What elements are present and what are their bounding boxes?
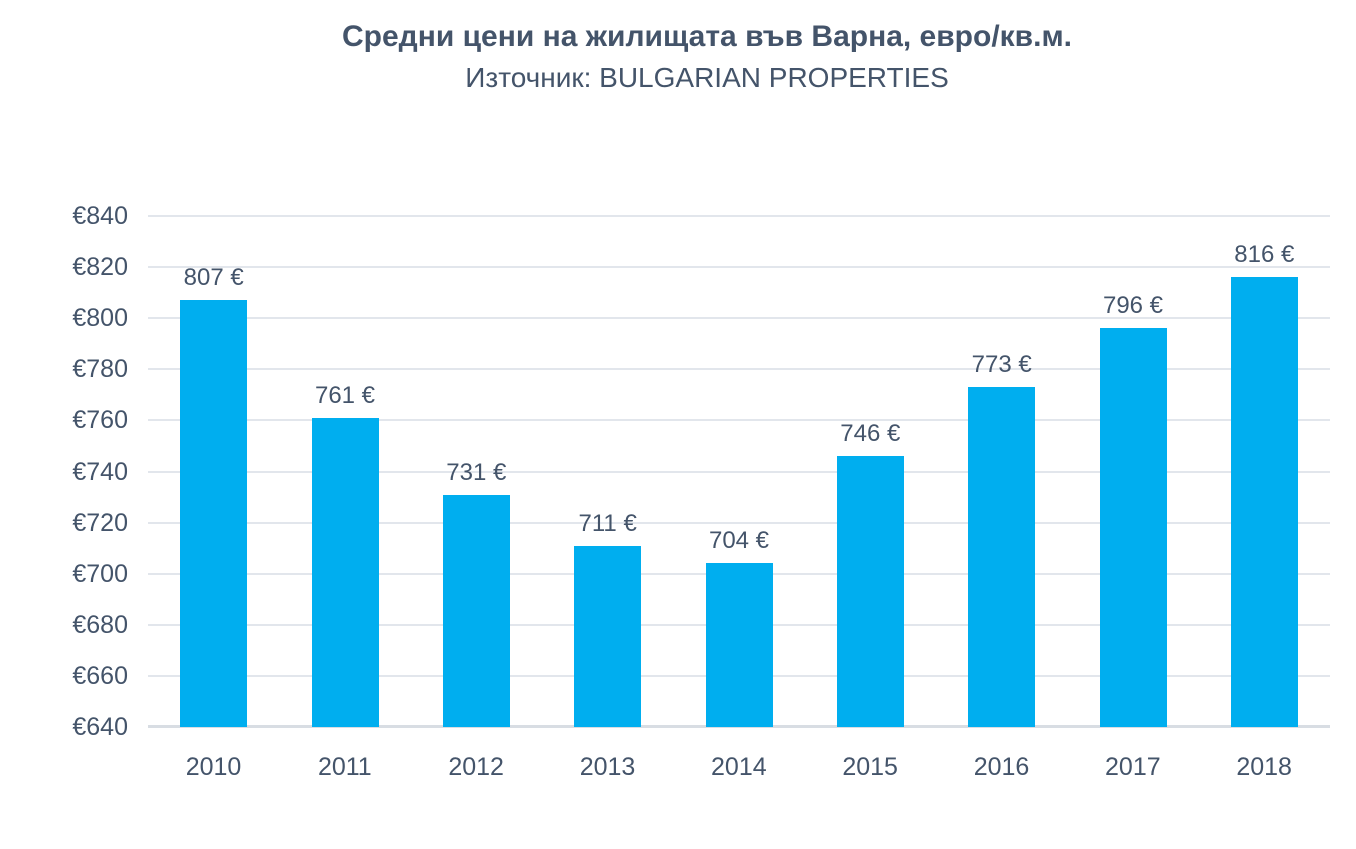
bar-2012: [442, 494, 510, 727]
x-axis-label-2011: 2011: [317, 753, 372, 781]
x-axis-label-2015: 2015: [842, 753, 898, 781]
gridline-780: [148, 368, 1330, 371]
bar-value-label-2017: 796 €: [1102, 292, 1164, 320]
y-axis-tick-label-700: €700: [72, 559, 128, 588]
bar-value-label-2011: 761 €: [314, 381, 376, 409]
bar-value-label-2016: 773 €: [971, 351, 1032, 379]
chart-title: Средни цени на жилищата във Варна, евро/…: [342, 20, 1072, 53]
y-axis-tick-label-820: €820: [72, 253, 128, 282]
bar-2018: [1230, 277, 1298, 727]
y-axis-tick-label-800: €800: [72, 304, 128, 333]
bar-value-label-2018: 816 €: [1234, 241, 1295, 269]
bar-2010: [180, 300, 248, 727]
y-axis-tick-label-760: €760: [72, 406, 128, 435]
bar-2011: [311, 417, 379, 727]
x-axis-label-2017: 2017: [1105, 753, 1161, 781]
y-axis-tick-label-780: €780: [72, 355, 128, 384]
plot-area: 807 € 761 € 731 € 711 € 704 € 746 € 773 € 796 €…: [148, 215, 1330, 728]
bar-2017: [1099, 328, 1167, 727]
x-axis-label-2014: 2014: [711, 753, 767, 781]
y-axis-tick-label-660: €660: [72, 661, 128, 690]
gridline-820: [148, 266, 1330, 269]
y-axis-tick-label-840: €840: [72, 202, 128, 230]
bar-2015: [836, 456, 904, 727]
bar-value-label-2012: 731 €: [446, 458, 507, 486]
bar-value-label-2010: 807 €: [183, 264, 244, 292]
bar-value-label-2015: 746 €: [840, 420, 901, 448]
y-axis-tick-label-720: €720: [72, 508, 128, 537]
bar-2016: [968, 387, 1036, 727]
bar-2013: [574, 545, 642, 727]
y-axis-tick-label-680: €680: [72, 610, 128, 639]
y-axis-tick-label-740: €740: [72, 457, 128, 486]
bar-value-label-2013: 711 €: [578, 509, 637, 537]
chart-header: Средни цени на жилищата във Варна, евро/…: [58, 16, 1356, 98]
x-axis-label-2018: 2018: [1236, 753, 1292, 781]
chart-subtitle: Източник: BULGARIAN PROPERTIES: [465, 62, 949, 93]
x-axis-label-2012: 2012: [448, 753, 504, 781]
bar-value-label-2014: 704 €: [708, 527, 770, 555]
x-axis-label-2016: 2016: [973, 753, 1030, 781]
x-axis-label-2013: 2013: [579, 753, 636, 781]
gridline-840: [148, 215, 1330, 217]
gridline-740: [148, 470, 1330, 473]
gridline-720: [148, 521, 1330, 524]
gridline-800: [148, 317, 1330, 320]
x-axis-label-2010: 2010: [185, 753, 242, 781]
y-axis-tick-label-640: €640: [72, 713, 128, 741]
bar-2014: [705, 563, 773, 727]
gridline-760: [148, 419, 1330, 422]
